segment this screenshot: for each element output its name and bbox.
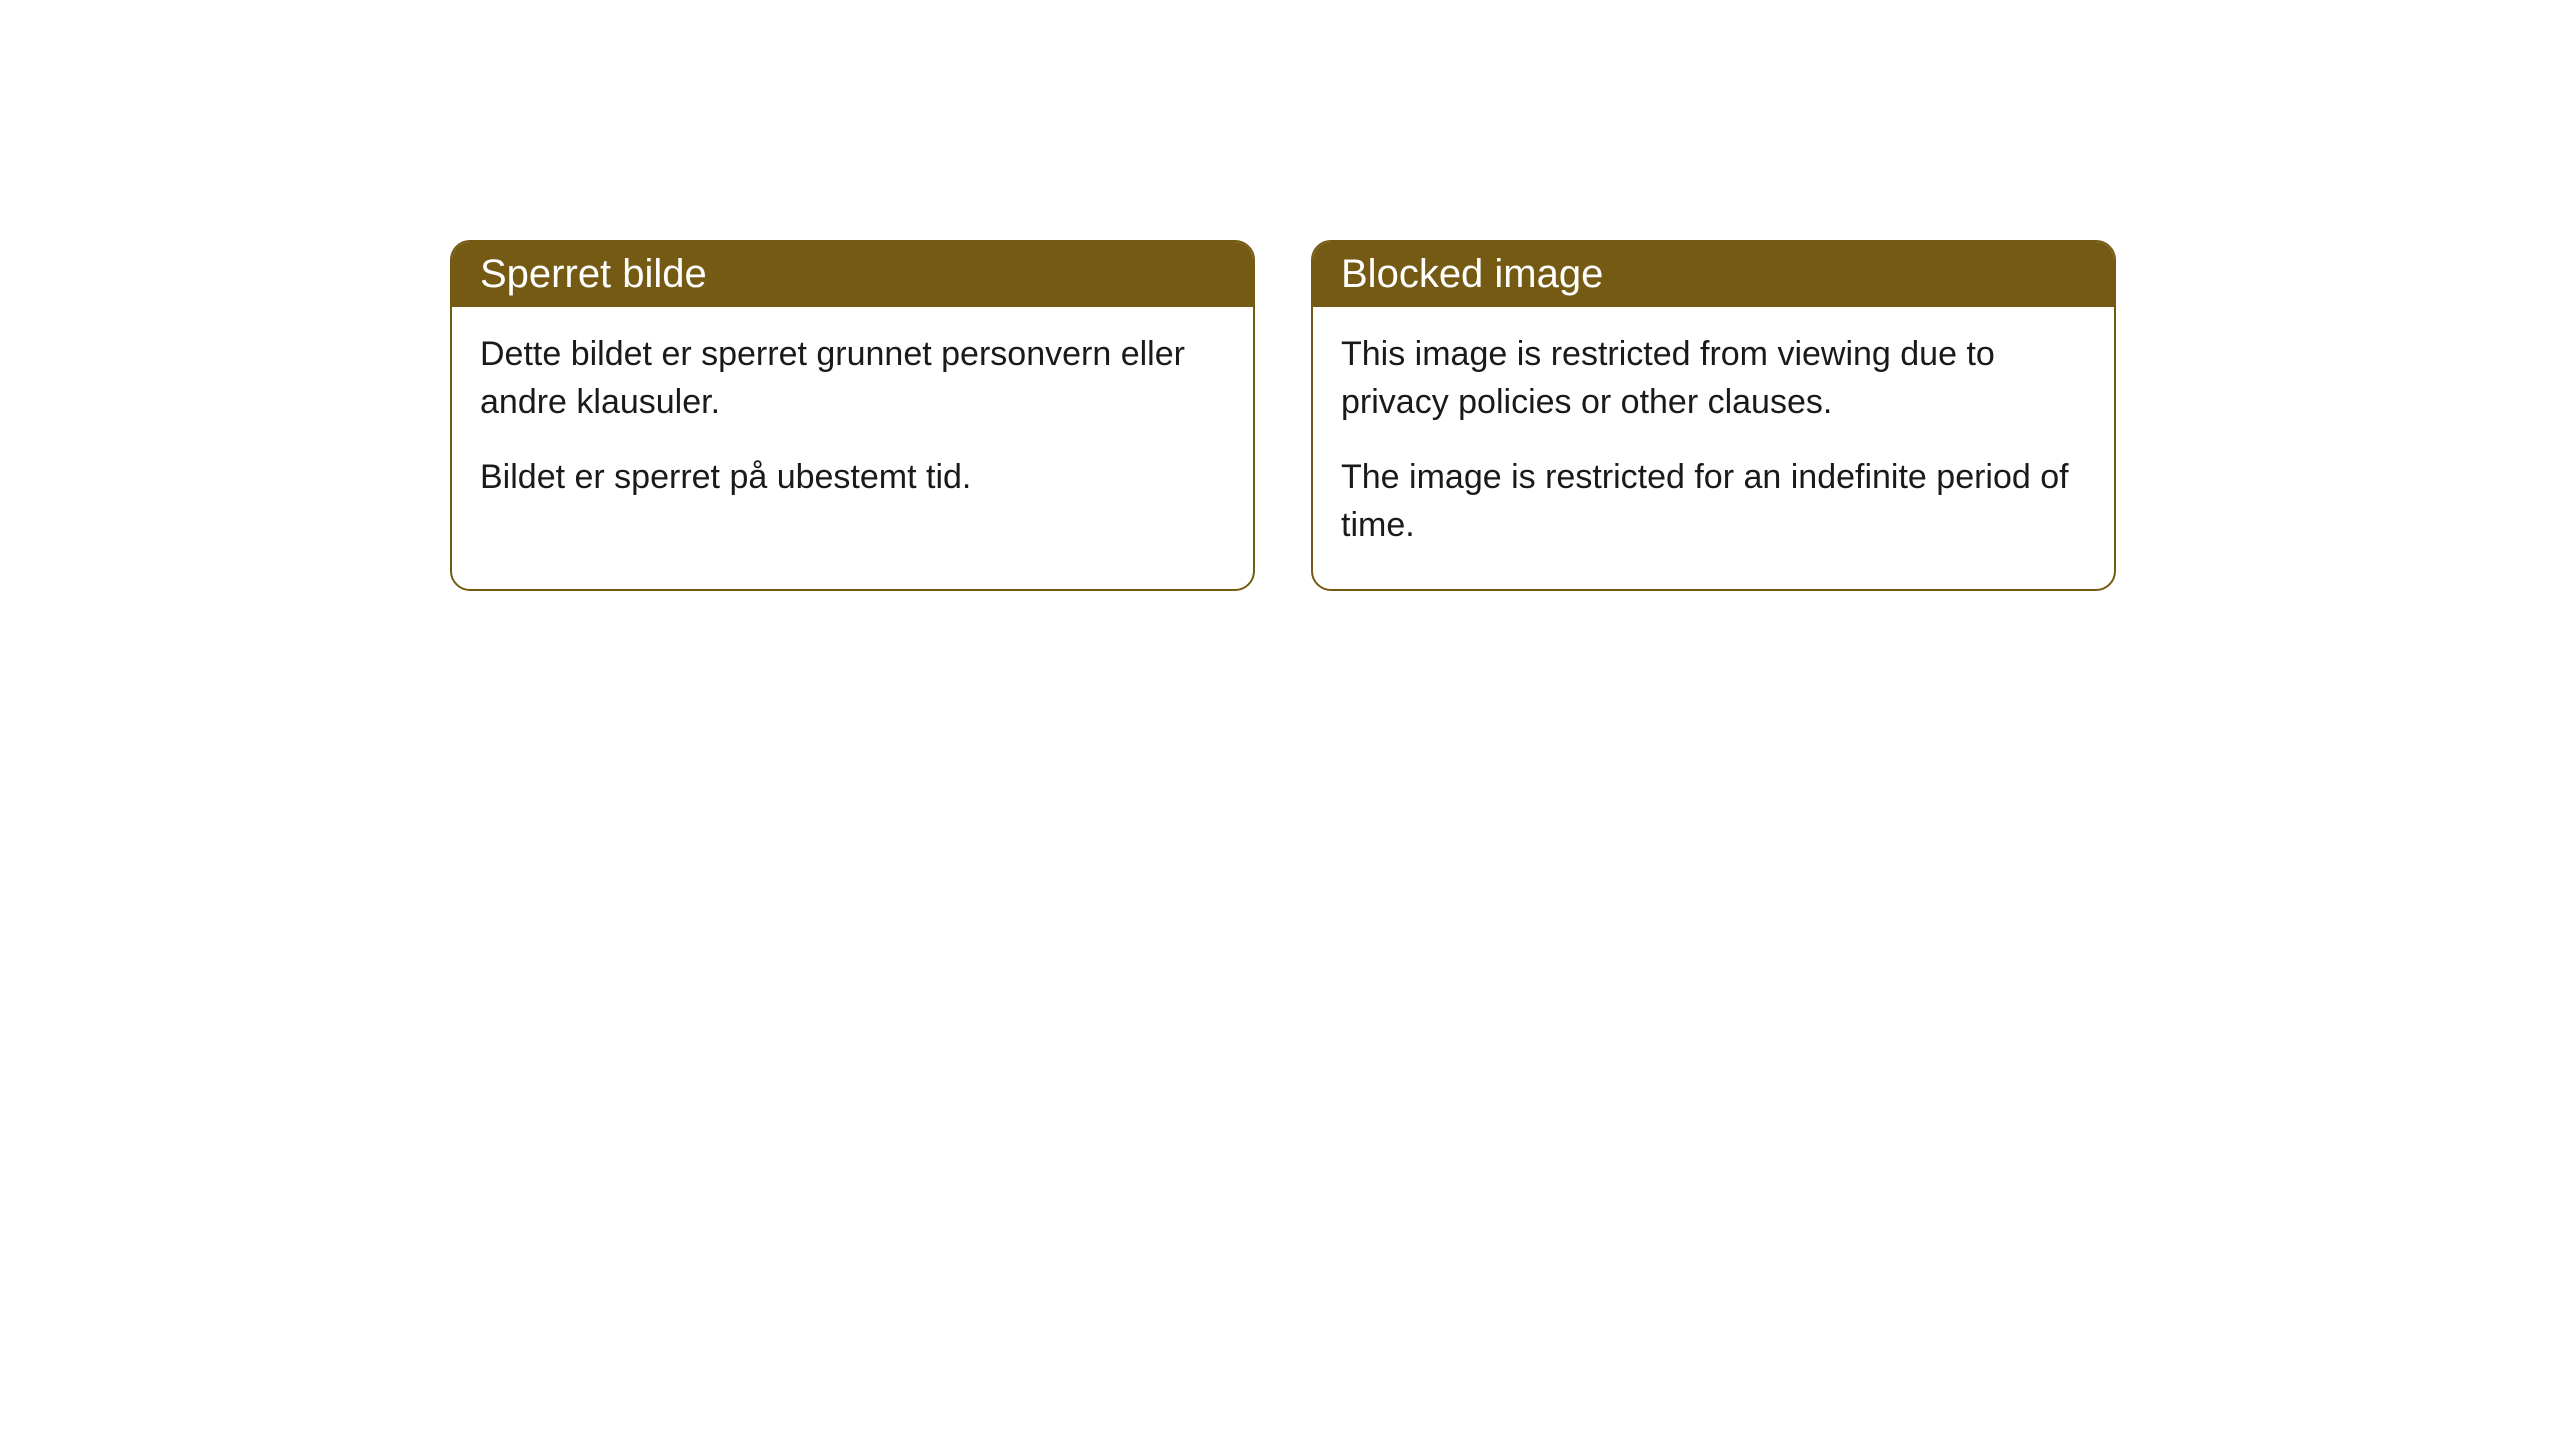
card-paragraph-1-english: This image is restricted from viewing du… [1341,331,2086,426]
card-english: Blocked image This image is restricted f… [1311,240,2116,591]
card-body-english: This image is restricted from viewing du… [1313,307,2114,589]
card-title-norwegian: Sperret bilde [480,252,707,296]
card-header-norwegian: Sperret bilde [452,242,1253,307]
card-paragraph-2-norwegian: Bildet er sperret på ubestemt tid. [480,454,1225,502]
card-norwegian: Sperret bilde Dette bildet er sperret gr… [450,240,1255,591]
cards-container: Sperret bilde Dette bildet er sperret gr… [450,240,2116,591]
card-paragraph-2-english: The image is restricted for an indefinit… [1341,454,2086,549]
card-header-english: Blocked image [1313,242,2114,307]
card-title-english: Blocked image [1341,252,1603,296]
card-body-norwegian: Dette bildet er sperret grunnet personve… [452,307,1253,542]
card-paragraph-1-norwegian: Dette bildet er sperret grunnet personve… [480,331,1225,426]
